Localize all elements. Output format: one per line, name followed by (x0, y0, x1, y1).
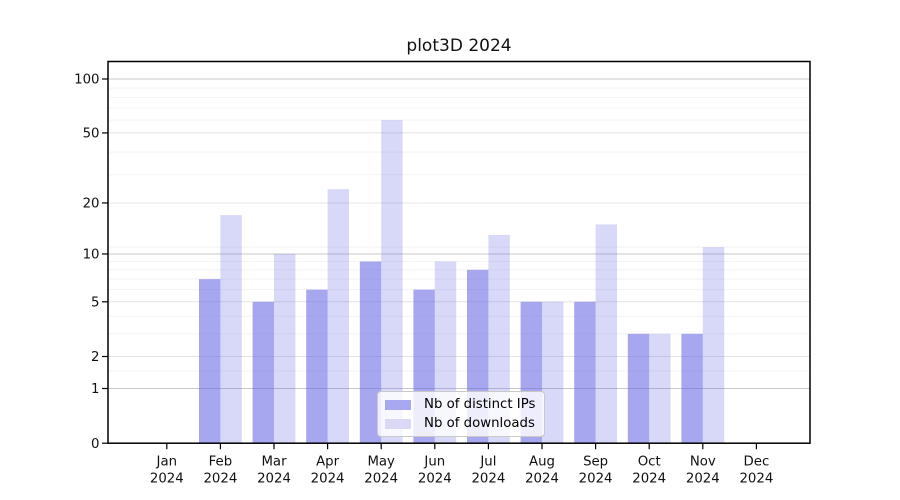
x-tick-label-month: Jan (156, 455, 178, 470)
y-tick-label: 20 (83, 197, 100, 212)
y-tick-label: 1 (91, 382, 99, 397)
x-tick-label-month: Feb (209, 455, 233, 470)
y-tick-label: 5 (91, 295, 99, 310)
x-tick-label-year: 2024 (150, 472, 184, 487)
x-tick-label-month: Aug (529, 455, 555, 470)
y-tick-label: 100 (74, 73, 99, 88)
bar-downloads-mar (274, 253, 296, 444)
x-tick-label-year: 2024 (257, 472, 291, 487)
bar-distinct-ips-nov (681, 333, 703, 444)
x-tick-label-year: 2024 (364, 472, 398, 487)
legend-item-downloads: Nb of downloads (385, 416, 536, 432)
plot-border (107, 60, 811, 444)
x-tick-label-year: 2024 (203, 472, 237, 487)
x-tick-label-month: Mar (261, 455, 287, 470)
bar-downloads-may (381, 120, 403, 444)
x-tick-label-month: Apr (316, 455, 340, 470)
x-tick-label-month: Sep (583, 455, 608, 470)
y-tick-label: 10 (83, 248, 100, 263)
x-tick-label-year: 2024 (525, 472, 559, 487)
y-tick-label: 2 (91, 350, 99, 365)
legend-label-downloads: Nb of downloads (424, 416, 535, 431)
legend-swatch-distinct-ips (385, 399, 411, 410)
bar-distinct-ips-mar (252, 301, 274, 444)
bar-downloads-feb (220, 215, 242, 444)
legend-item-distinct-ips: Nb of distinct IPs (385, 397, 536, 413)
x-tick-label-year: 2024 (686, 472, 720, 487)
bar-distinct-ips-apr (306, 289, 328, 444)
bar-downloads-nov (702, 247, 725, 444)
bar-distinct-ips-may (359, 261, 382, 444)
bar-downloads-sep (595, 224, 617, 444)
bar-distinct-ips-oct (627, 333, 650, 444)
x-tick-label-month: Nov (690, 455, 716, 470)
y-tick-label: 0 (91, 437, 99, 452)
bar-downloads-oct (649, 333, 671, 444)
legend-swatch-downloads (385, 418, 411, 429)
bar-downloads-aug (542, 301, 564, 444)
x-tick-label-year: 2024 (418, 472, 452, 487)
x-tick-label-month: Oct (638, 455, 661, 470)
y-tick-label: 50 (83, 127, 100, 142)
x-tick-label-month: Jul (479, 455, 496, 470)
x-tick-label-year: 2024 (739, 472, 773, 487)
bar-distinct-ips-sep (574, 301, 596, 444)
bar-downloads-apr (327, 189, 349, 444)
x-tick-label-month: May (367, 455, 395, 470)
chart-title: plot3D 2024 (406, 36, 512, 56)
bar-distinct-ips-feb (199, 279, 221, 444)
x-tick-label-year: 2024 (579, 472, 613, 487)
x-tick-label-month: Dec (744, 455, 770, 470)
x-tick-label-month: Jun (423, 455, 445, 470)
x-tick-label-year: 2024 (632, 472, 666, 487)
legend: Nb of distinct IPs Nb of downloads (377, 391, 545, 437)
legend-label-distinct-ips: Nb of distinct IPs (424, 397, 536, 412)
x-tick-label-year: 2024 (311, 472, 345, 487)
x-tick-label-year: 2024 (471, 472, 505, 487)
